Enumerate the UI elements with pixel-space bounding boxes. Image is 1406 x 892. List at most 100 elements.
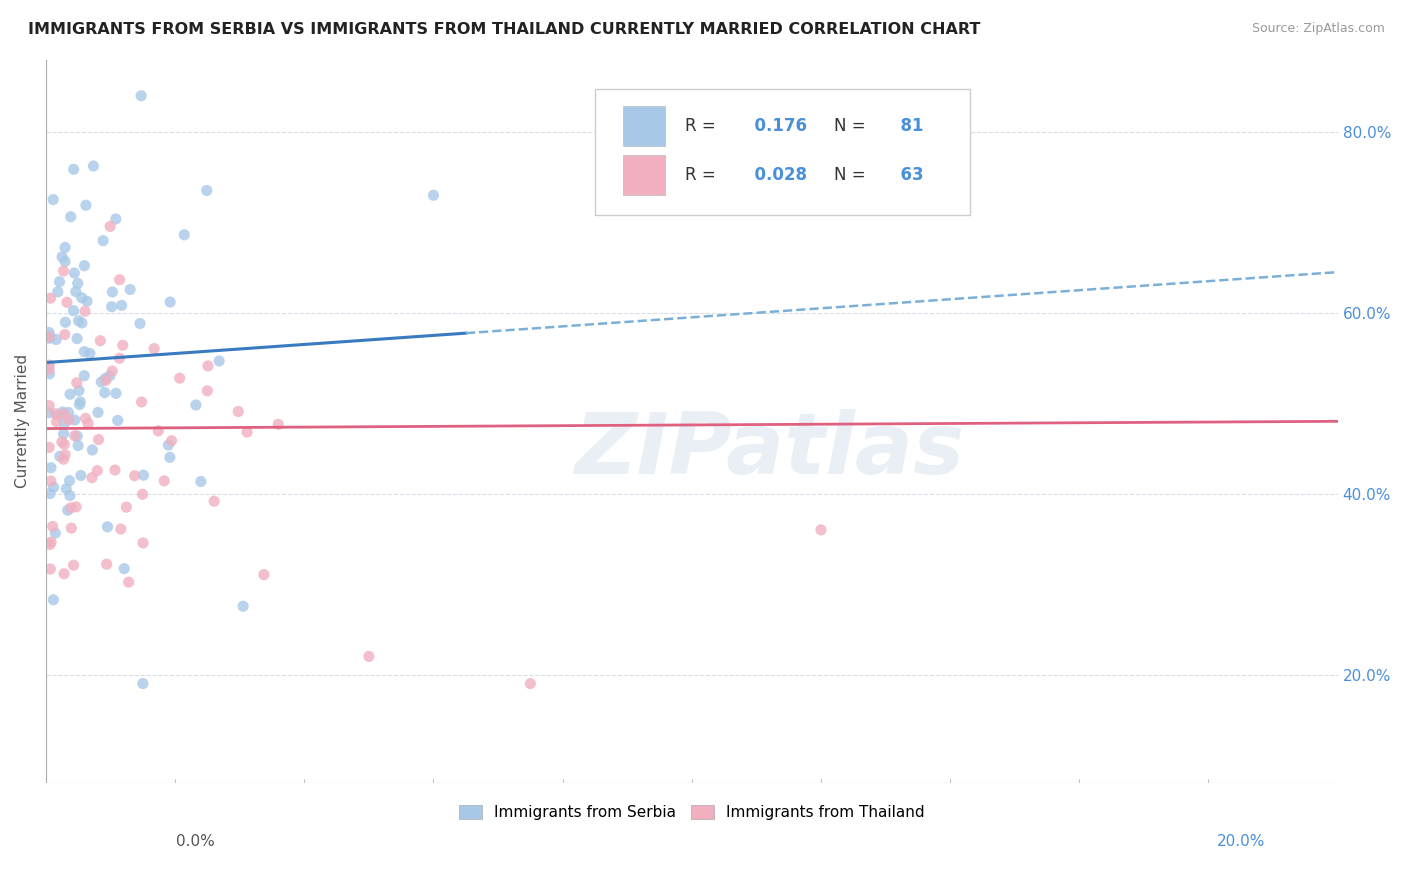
Point [267, 417, 290, 432]
Point [55, 315, 77, 329]
Point [59, 210, 82, 224]
Point [55, 482, 77, 496]
Point [93, 385, 115, 400]
Point [153, 474, 176, 488]
Point [52, 452, 75, 467]
Point [59, 500, 82, 515]
Point [66, 277, 89, 291]
Point [104, 386, 127, 401]
Point [62, 303, 84, 318]
Point [41, 519, 63, 533]
Point [38, 537, 60, 551]
Point [107, 413, 129, 427]
Point [89, 334, 111, 348]
Point [157, 438, 180, 452]
Point [38, 358, 60, 372]
Point [45, 415, 67, 429]
Point [60, 521, 83, 535]
Point [810, 523, 832, 537]
Point [65, 500, 87, 514]
Point [38, 367, 60, 381]
Point [115, 500, 138, 515]
Point [66, 332, 89, 346]
Point [226, 404, 249, 418]
Text: R =: R = [685, 117, 721, 136]
Point [129, 317, 152, 331]
Point [39, 460, 62, 475]
Point [38, 330, 60, 344]
Point [53, 566, 76, 581]
FancyBboxPatch shape [623, 106, 665, 146]
Point [77, 417, 100, 431]
Point [76, 294, 98, 309]
Point [236, 425, 259, 439]
Point [69, 398, 91, 412]
Point [38, 441, 60, 455]
Point [184, 398, 207, 412]
Point [62, 162, 84, 177]
Point [65, 285, 87, 299]
Text: 0.0%: 0.0% [176, 834, 215, 849]
Point [39, 535, 62, 549]
Point [132, 536, 155, 550]
Point [143, 342, 166, 356]
Text: 81: 81 [890, 117, 924, 136]
Point [190, 475, 212, 489]
Point [208, 354, 231, 368]
Point [104, 211, 127, 226]
Point [59, 489, 82, 503]
Point [63, 266, 86, 280]
Point [357, 649, 380, 664]
Point [87, 405, 110, 419]
Point [39, 474, 62, 488]
Point [39, 562, 62, 576]
Text: ZIPatlas: ZIPatlas [574, 409, 965, 491]
Text: 20.0%: 20.0% [1218, 834, 1265, 849]
Point [195, 184, 218, 198]
Point [42, 592, 65, 607]
Point [159, 450, 181, 465]
Point [66, 376, 89, 390]
Point [66, 429, 89, 443]
Point [56, 503, 79, 517]
Text: R =: R = [685, 166, 721, 185]
Point [159, 295, 181, 310]
Point [108, 273, 131, 287]
Point [38, 362, 60, 376]
Point [87, 433, 110, 447]
Point [132, 676, 155, 690]
Point [58, 406, 80, 420]
Text: IMMIGRANTS FROM SERBIA VS IMMIGRANTS FROM THAILAND CURRENTLY MARRIED CORRELATION: IMMIGRANTS FROM SERBIA VS IMMIGRANTS FRO… [28, 22, 980, 37]
Point [169, 371, 191, 385]
Point [42, 480, 65, 494]
Point [38, 331, 60, 345]
Point [67, 384, 90, 398]
Point [111, 338, 134, 352]
Point [51, 250, 73, 264]
Point [52, 405, 75, 419]
Point [112, 561, 135, 575]
Point [58, 474, 80, 488]
Point [101, 285, 124, 299]
Point [173, 227, 195, 242]
Point [100, 300, 122, 314]
Point [129, 88, 152, 103]
Point [56, 295, 79, 310]
Point [45, 333, 67, 347]
Text: N =: N = [834, 117, 870, 136]
Point [94, 371, 117, 385]
Point [110, 522, 132, 536]
Point [101, 364, 124, 378]
Point [53, 254, 76, 268]
Legend: Immigrants from Serbia, Immigrants from Thailand: Immigrants from Serbia, Immigrants from … [453, 798, 931, 826]
Point [39, 486, 62, 500]
Point [94, 373, 117, 387]
Point [82, 442, 104, 457]
Point [53, 448, 76, 462]
Point [52, 426, 75, 441]
Point [38, 399, 60, 413]
Point [98, 219, 121, 234]
Point [519, 676, 541, 690]
Point [51, 435, 73, 450]
Point [63, 429, 86, 443]
